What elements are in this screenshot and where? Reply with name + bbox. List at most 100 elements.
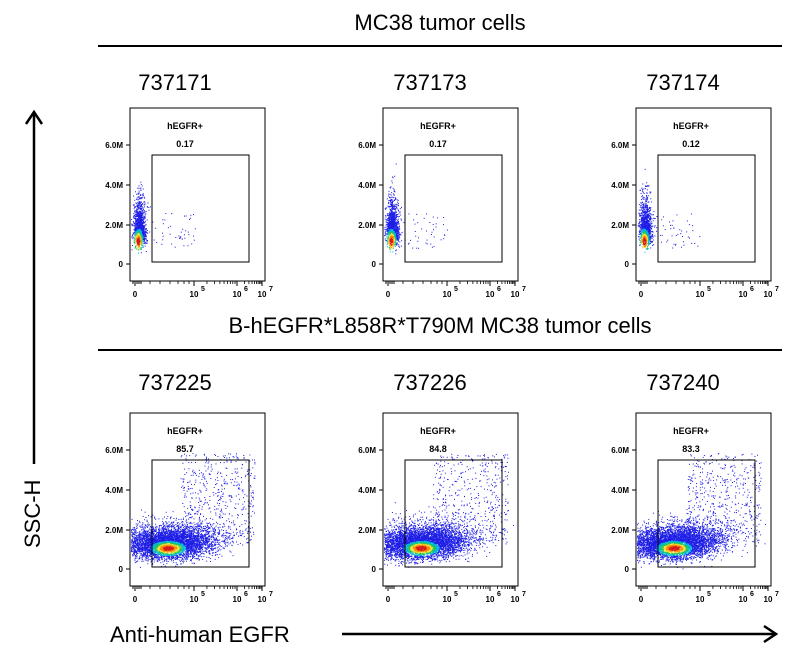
event-dot	[386, 233, 388, 235]
event-dot	[136, 227, 138, 229]
event-dot	[648, 239, 650, 241]
event-dot	[401, 206, 402, 208]
event-dot	[384, 230, 386, 232]
event-dot	[166, 555, 168, 557]
event-dot	[643, 226, 645, 227]
event-dot	[642, 236, 644, 238]
event-dot	[650, 217, 652, 219]
event-dot	[137, 192, 139, 194]
event-dot	[142, 229, 144, 230]
event-dot	[643, 236, 645, 238]
event-dot	[136, 199, 138, 200]
event-dot	[139, 237, 141, 239]
event-dot	[141, 236, 143, 238]
event-dot	[649, 237, 651, 239]
event-dot	[642, 238, 644, 240]
event-dot	[387, 226, 389, 228]
event-dot	[642, 247, 643, 249]
event-dot	[396, 199, 398, 201]
event-dot	[391, 207, 393, 209]
event-dot	[140, 241, 141, 243]
event-dot	[645, 226, 647, 228]
event-dot	[386, 229, 388, 231]
event-dot	[390, 215, 392, 217]
event-dot	[647, 237, 649, 239]
event-dot	[647, 225, 648, 227]
event-dot	[647, 241, 649, 243]
event-dot	[136, 211, 138, 213]
event-dot	[141, 242, 143, 244]
event-dot	[643, 204, 645, 206]
event-dot	[390, 194, 392, 196]
event-dot	[135, 218, 136, 220]
event-dot	[384, 218, 386, 220]
event-dot	[391, 217, 393, 219]
event-dot	[642, 214, 644, 216]
event-dot	[395, 229, 397, 231]
event-dot	[401, 240, 403, 242]
event-dot	[391, 247, 393, 249]
event-dot	[389, 229, 391, 231]
event-dot	[137, 227, 139, 229]
event-dot	[394, 197, 396, 199]
event-dot	[390, 247, 392, 248]
event-dot	[649, 227, 651, 229]
event-dot	[643, 231, 645, 233]
event-dot	[391, 196, 393, 198]
event-dot	[650, 231, 651, 233]
event-dot	[642, 243, 644, 245]
event-dot	[142, 188, 144, 190]
event-dot	[386, 219, 388, 221]
event-dot	[134, 223, 136, 225]
event-dot	[142, 209, 144, 211]
event-dot	[156, 526, 158, 528]
event-dot	[429, 222, 431, 223]
event-dot	[143, 228, 145, 230]
event-dot	[646, 211, 648, 212]
event-dot	[414, 223, 416, 225]
event-dot	[394, 244, 396, 246]
event-dot	[138, 242, 140, 244]
event-dot	[142, 239, 144, 241]
event-dot	[644, 168, 646, 170]
event-dot	[640, 234, 641, 236]
event-dot	[645, 221, 647, 223]
event-dot	[385, 233, 387, 235]
event-dot	[392, 218, 394, 220]
event-dot	[643, 210, 645, 212]
event-dot	[392, 239, 394, 241]
event-dot	[641, 196, 643, 198]
event-dot	[156, 532, 158, 534]
event-dot	[143, 232, 145, 234]
event-dot	[652, 230, 654, 232]
event-dot	[431, 231, 433, 233]
event-dot	[639, 239, 641, 241]
event-dot	[389, 187, 391, 189]
event-dot	[139, 215, 141, 217]
event-dot	[131, 543, 133, 545]
event-dot	[134, 237, 136, 239]
event-dot	[389, 235, 391, 237]
event-dot	[388, 242, 390, 244]
event-dot	[388, 227, 390, 228]
event-dot	[644, 246, 646, 248]
event-dot	[408, 213, 410, 215]
event-dot	[134, 215, 136, 217]
event-dot	[389, 241, 390, 243]
event-dot	[649, 226, 651, 228]
event-dot	[643, 238, 645, 240]
event-dot	[136, 223, 138, 224]
event-dot	[393, 227, 395, 228]
event-dot	[643, 220, 645, 222]
event-dot	[138, 239, 140, 240]
event-dot	[642, 233, 644, 235]
event-dot	[395, 238, 397, 239]
event-dot	[136, 223, 138, 225]
event-dot	[639, 219, 640, 221]
event-dot	[394, 223, 396, 225]
event-dot	[641, 224, 643, 226]
event-dot	[388, 200, 390, 202]
event-dot	[143, 239, 145, 241]
event-dot	[388, 237, 390, 239]
event-dot	[138, 228, 140, 230]
